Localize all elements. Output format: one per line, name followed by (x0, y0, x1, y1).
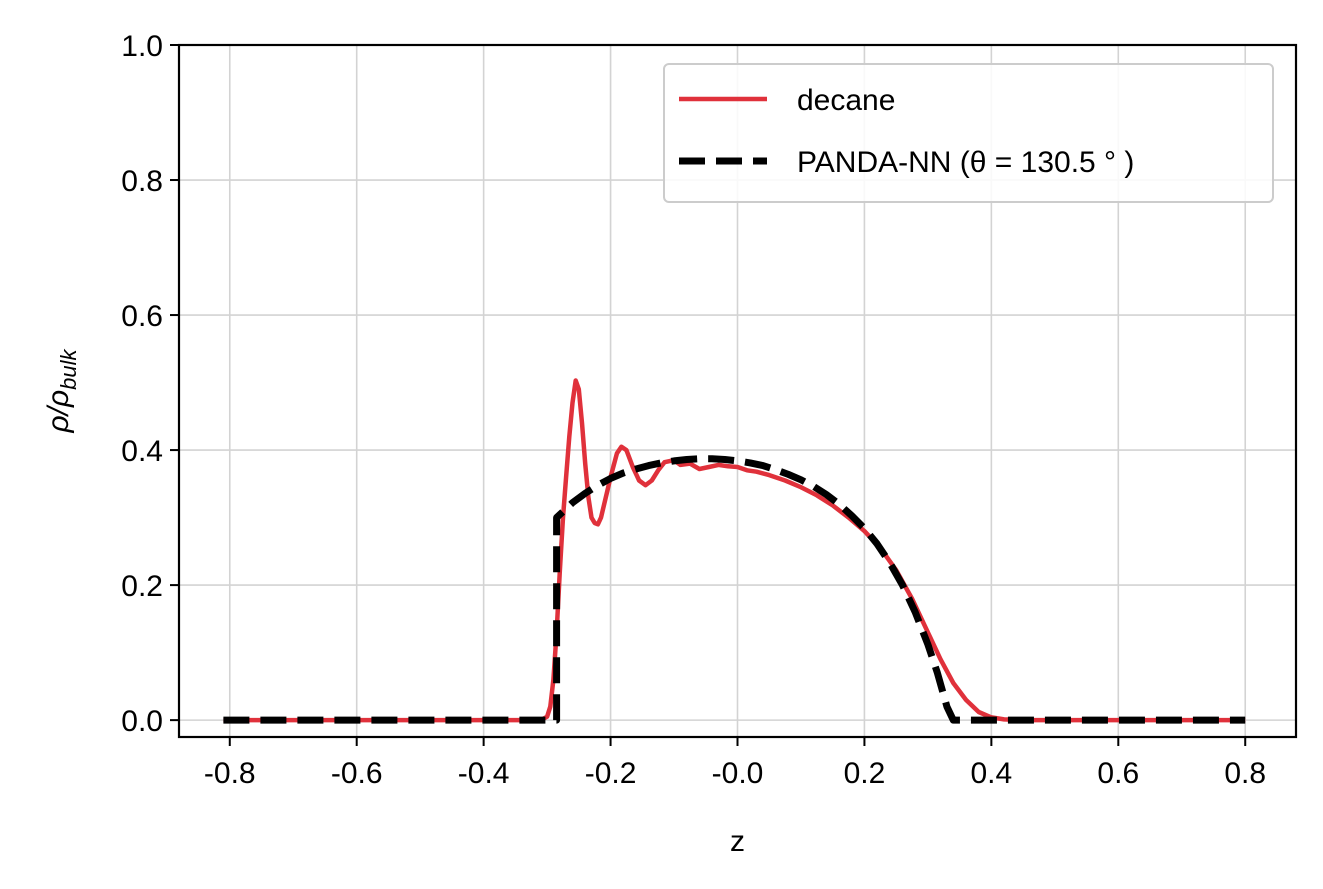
legend: decane PANDA-NN (θ = 130.5 ° ) (663, 63, 1274, 203)
x-tick-label: 0.8 (1224, 757, 1266, 790)
series-line-decane (223, 378, 1246, 723)
series-layer (223, 378, 1246, 724)
y-axis-label: ρ/ρbulk (42, 348, 81, 433)
y-tick-label: 1.0 (121, 30, 163, 63)
x-axis-label: z (730, 825, 745, 858)
x-tick-label: -0.4 (458, 757, 510, 790)
legend-label-panda-nn: PANDA-NN (θ = 130.5 ° ) (797, 146, 1134, 179)
series-line-panda-nn (223, 455, 1246, 724)
x-tick-label: -0.0 (712, 757, 764, 790)
x-tick-label: -0.6 (331, 757, 383, 790)
axis-ticks: -0.8 -0.6 -0.4 -0.2 -0.0 0.2 0.4 0.6 0.8 0.0 0.2 0.… (121, 30, 1266, 790)
y-tick-label: 0.8 (121, 165, 163, 198)
x-tick-label: 0.6 (1097, 757, 1139, 790)
y-axis-label-main: ρ/ρ (42, 390, 75, 434)
x-tick-label: 0.2 (844, 757, 886, 790)
x-tick-label: -0.2 (585, 757, 637, 790)
legend-box (663, 63, 1274, 203)
y-tick-label: 0.4 (121, 435, 163, 468)
x-tick-label: 0.4 (971, 757, 1013, 790)
x-tick-label: -0.8 (204, 757, 256, 790)
y-tick-label: 0.2 (121, 570, 163, 603)
legend-label-decane: decane (797, 84, 895, 117)
y-axis-label-sub: bulk (56, 348, 81, 389)
y-tick-label: 0.6 (121, 300, 163, 333)
y-tick-label: 0.0 (121, 705, 163, 738)
